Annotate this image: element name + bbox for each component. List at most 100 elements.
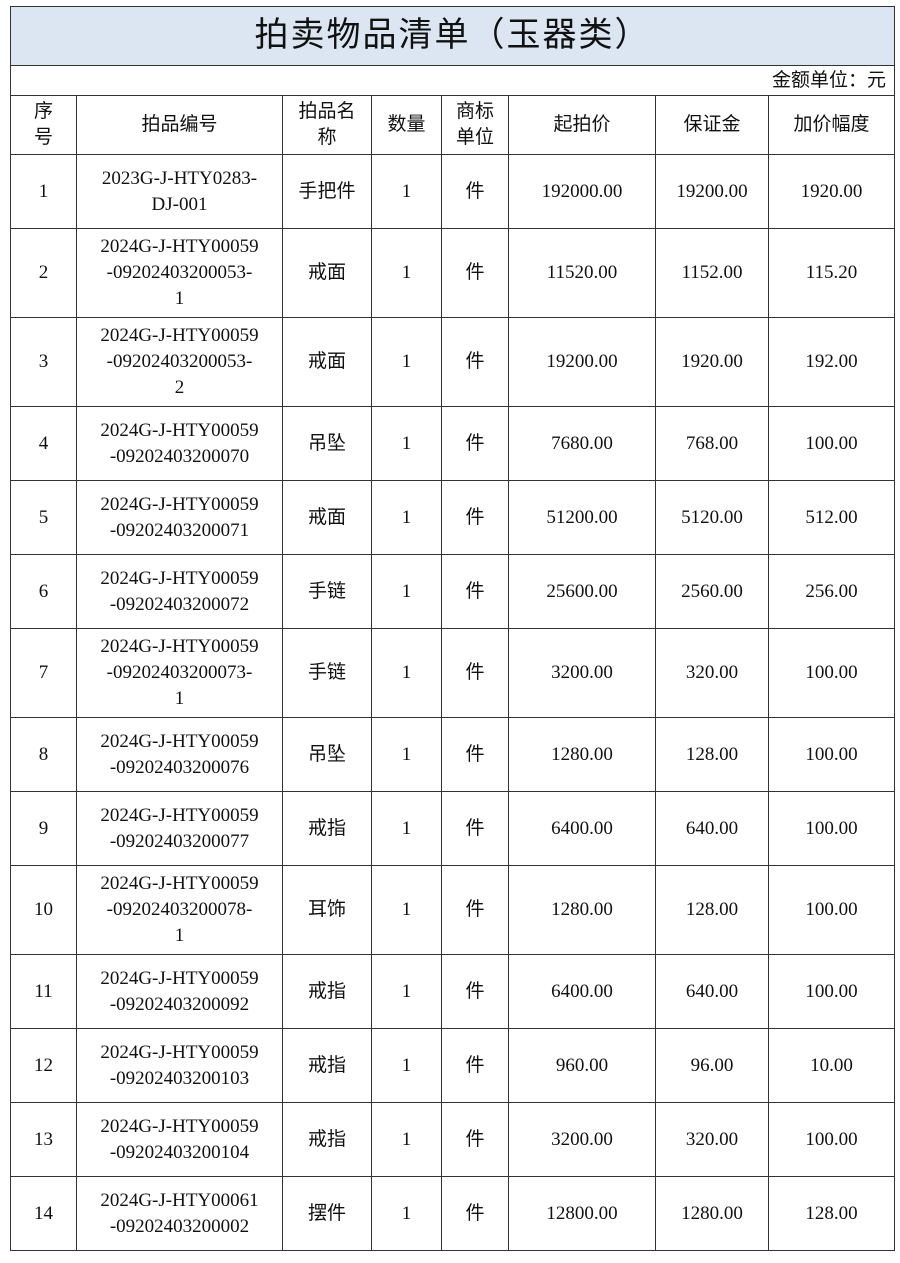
col-item-code-cell: 2023G-J-HTY0283- DJ-001 <box>76 154 283 229</box>
col-deposit-cell: 96.00 <box>655 1028 769 1103</box>
table-row: 14 2024G-J-HTY00061 -09202403200002 摆件 1 件 12… <box>10 1176 895 1251</box>
col-deposit-cell: 2560.00 <box>655 554 769 629</box>
col-quantity-cell: 1 <box>371 1176 442 1251</box>
col-item-name-cell: 吊坠 <box>282 406 372 481</box>
col-quantity-cell: 1 <box>371 791 442 866</box>
col-index-cell: 10 <box>10 865 77 955</box>
col-unit-cell: 件 <box>441 1176 509 1251</box>
col-item-code-cell: 2024G-J-HTY00059 -09202403200104 <box>76 1102 283 1177</box>
col-bid-increment-cell: 100.00 <box>768 1102 895 1177</box>
col-item-code-cell: 2024G-J-HTY00059 -09202403200071 <box>76 480 283 555</box>
col-item-code-cell: 2024G-J-HTY00059 -09202403200092 <box>76 954 283 1029</box>
col-starting-price-cell: 192000.00 <box>508 154 656 229</box>
col-item-code-cell: 2024G-J-HTY00059 -09202403200073- 1 <box>76 628 283 718</box>
col-item-name-cell: 吊坠 <box>282 717 372 792</box>
col-index-cell: 14 <box>10 1176 77 1251</box>
table-row: 8 2024G-J-HTY00059 -09202403200076 吊坠 1 件 128… <box>10 717 895 792</box>
col-bid-increment-cell: 100.00 <box>768 628 895 718</box>
col-starting-price-cell: 25600.00 <box>508 554 656 629</box>
col-index-cell: 4 <box>10 406 77 481</box>
col-unit-cell: 件 <box>441 406 509 481</box>
col-starting-price-cell: 51200.00 <box>508 480 656 555</box>
auction-items-table: 拍卖物品清单（玉器类） 金额单位：元 序 号拍品编号 拍品名 称数量 商标 单位 起拍… <box>10 6 895 1251</box>
col-unit-cell: 件 <box>441 228 509 318</box>
col-bid-increment-cell: 512.00 <box>768 480 895 555</box>
col-deposit-cell: 1920.00 <box>655 317 769 407</box>
col-index-header: 序 号 <box>10 95 77 155</box>
col-bid-increment-cell: 115.20 <box>768 228 895 318</box>
col-quantity-cell: 1 <box>371 628 442 718</box>
col-index-cell: 12 <box>10 1028 77 1103</box>
table-row: 11 2024G-J-HTY00059 -09202403200092 戒指 1 件 64… <box>10 954 895 1029</box>
col-unit-cell: 件 <box>441 1102 509 1177</box>
col-deposit-cell: 640.00 <box>655 791 769 866</box>
col-quantity-cell: 1 <box>371 406 442 481</box>
col-item-name-cell: 戒指 <box>282 1028 372 1103</box>
col-item-name-cell: 手链 <box>282 554 372 629</box>
col-index-cell: 1 <box>10 154 77 229</box>
col-starting-price-cell: 6400.00 <box>508 791 656 866</box>
col-starting-price-cell: 960.00 <box>508 1028 656 1103</box>
col-item-code-cell: 2024G-J-HTY00059 -09202403200076 <box>76 717 283 792</box>
col-bid-increment-cell: 100.00 <box>768 717 895 792</box>
col-starting-price-cell: 12800.00 <box>508 1176 656 1251</box>
col-bid-increment-cell: 100.00 <box>768 954 895 1029</box>
table-header-row: 序 号拍品编号 拍品名 称数量 商标 单位 起拍价 保证金 加价幅度 <box>10 95 895 155</box>
col-starting-price-cell: 1280.00 <box>508 865 656 955</box>
col-quantity-cell: 1 <box>371 154 442 229</box>
col-index-cell: 9 <box>10 791 77 866</box>
col-unit-cell: 件 <box>441 865 509 955</box>
col-unit-cell: 件 <box>441 717 509 792</box>
col-unit-cell: 件 <box>441 1028 509 1103</box>
col-quantity-cell: 1 <box>371 1028 442 1103</box>
col-item-code-cell: 2024G-J-HTY00059 -09202403200053- 1 <box>76 228 283 318</box>
table-row: 2 2024G-J-HTY00059 -09202403200053- 1 戒面 1 件… <box>10 228 895 318</box>
col-index-cell: 11 <box>10 954 77 1029</box>
col-unit-cell: 件 <box>441 317 509 407</box>
col-index-cell: 6 <box>10 554 77 629</box>
col-quantity-cell: 1 <box>371 228 442 318</box>
col-item-name-cell: 戒指 <box>282 1102 372 1177</box>
col-index-cell: 3 <box>10 317 77 407</box>
col-quantity-cell: 1 <box>371 865 442 955</box>
col-quantity-cell: 1 <box>371 317 442 407</box>
table-row: 5 2024G-J-HTY00059 -09202403200071 戒面 1 件 512… <box>10 480 895 555</box>
table-row: 6 2024G-J-HTY00059 -09202403200072 手链 1 件 256… <box>10 554 895 629</box>
col-deposit-cell: 1280.00 <box>655 1176 769 1251</box>
col-unit-header: 商标 单位 <box>441 95 509 155</box>
table-row: 13 2024G-J-HTY00059 -09202403200104 戒指 1 件 32… <box>10 1102 895 1177</box>
col-quantity-cell: 1 <box>371 717 442 792</box>
col-starting-price-cell: 1280.00 <box>508 717 656 792</box>
col-item-name-cell: 手链 <box>282 628 372 718</box>
col-item-code-cell: 2024G-J-HTY00059 -09202403200078- 1 <box>76 865 283 955</box>
col-deposit-cell: 19200.00 <box>655 154 769 229</box>
col-starting-price-cell: 19200.00 <box>508 317 656 407</box>
col-item-code-cell: 2024G-J-HTY00059 -09202403200072 <box>76 554 283 629</box>
col-deposit-cell: 768.00 <box>655 406 769 481</box>
col-index-cell: 8 <box>10 717 77 792</box>
col-item-code-cell: 2024G-J-HTY00059 -09202403200053- 2 <box>76 317 283 407</box>
col-deposit-cell: 1152.00 <box>655 228 769 318</box>
col-item-name-cell: 手把件 <box>282 154 372 229</box>
col-bid-increment-cell: 1920.00 <box>768 154 895 229</box>
currency-unit-note: 金额单位：元 <box>10 65 895 96</box>
table-row: 4 2024G-J-HTY00059 -09202403200070 吊坠 1 件 768… <box>10 406 895 481</box>
col-starting-price-cell: 3200.00 <box>508 628 656 718</box>
col-deposit-cell: 640.00 <box>655 954 769 1029</box>
table-row: 9 2024G-J-HTY00059 -09202403200077 戒指 1 件 640… <box>10 791 895 866</box>
col-item-name-cell: 戒面 <box>282 228 372 318</box>
col-item-name-cell: 耳饰 <box>282 865 372 955</box>
col-item-code-cell: 2024G-J-HTY00059 -09202403200077 <box>76 791 283 866</box>
col-item-name-cell: 戒面 <box>282 317 372 407</box>
col-deposit-cell: 320.00 <box>655 628 769 718</box>
table-row: 12 2024G-J-HTY00059 -09202403200103 戒指 1 件 96… <box>10 1028 895 1103</box>
col-index-cell: 13 <box>10 1102 77 1177</box>
col-bid-increment-cell: 128.00 <box>768 1176 895 1251</box>
col-deposit-cell: 5120.00 <box>655 480 769 555</box>
table-row: 10 2024G-J-HTY00059 -09202403200078- 1 耳饰 1… <box>10 865 895 955</box>
col-item-name-cell: 戒指 <box>282 791 372 866</box>
col-unit-cell: 件 <box>441 954 509 1029</box>
col-unit-cell: 件 <box>441 480 509 555</box>
col-deposit-header: 保证金 <box>655 95 769 155</box>
col-unit-cell: 件 <box>441 791 509 866</box>
